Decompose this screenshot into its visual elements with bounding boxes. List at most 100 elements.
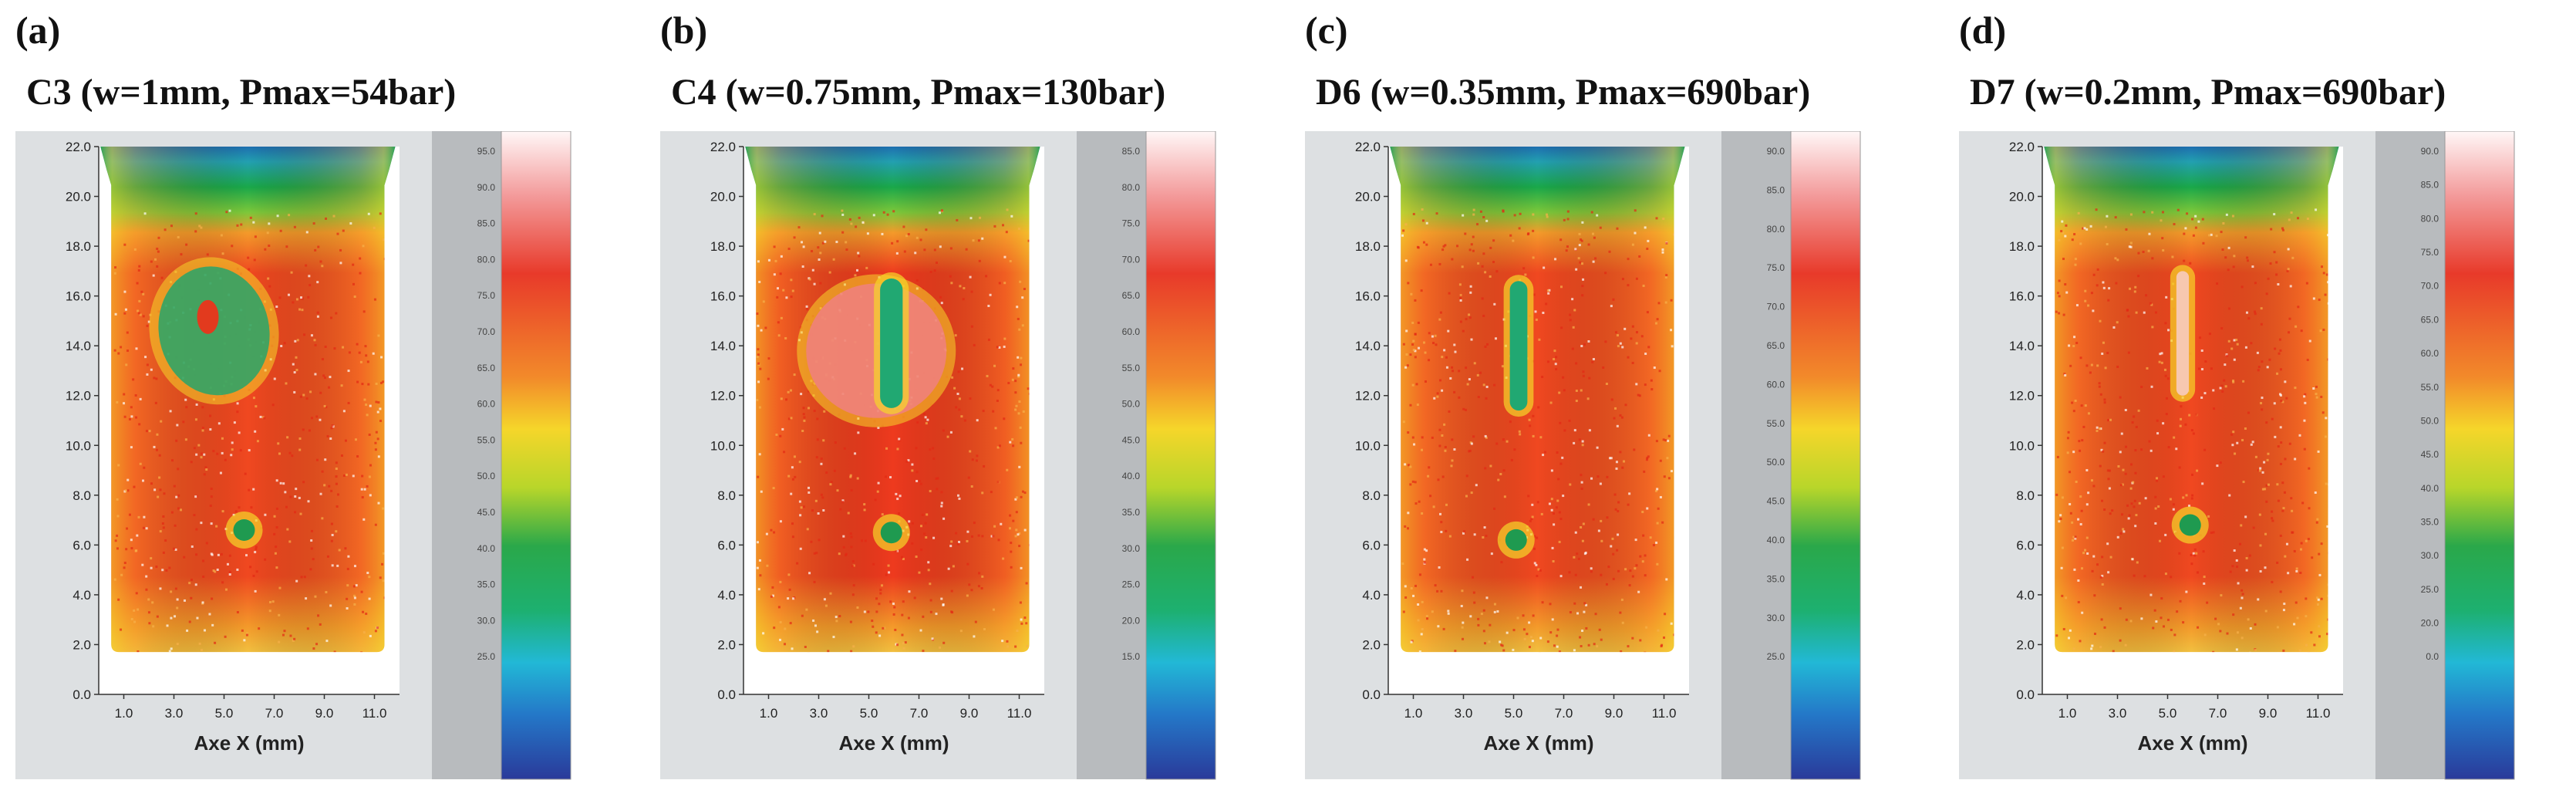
speckle-dot — [329, 604, 332, 607]
speckle-dot — [861, 221, 865, 224]
y-tick-label: 2.0 — [1362, 637, 1381, 652]
speckle-dot — [1022, 410, 1025, 413]
speckle-dot — [1437, 625, 1440, 628]
speckle-dot — [1581, 630, 1584, 633]
speckle-dot — [1421, 600, 1424, 603]
speckle-dot — [790, 295, 793, 299]
speckle-dot — [1616, 227, 1619, 230]
speckle-dot — [1461, 626, 1464, 629]
speckle-dot — [1580, 389, 1583, 392]
speckle-dot — [829, 592, 832, 595]
speckle-dot — [1023, 491, 1027, 495]
speckle-dot — [2148, 232, 2151, 235]
speckle-dot — [1667, 477, 1671, 480]
y-tick-label: 20.0 — [1355, 190, 1381, 204]
speckle-dot — [1421, 436, 1424, 439]
speckle-dot — [303, 333, 306, 336]
speckle-dot — [933, 248, 936, 252]
speckle-dot — [1528, 418, 1531, 421]
speckle-dot — [798, 461, 801, 464]
speckle-dot — [1558, 540, 1561, 543]
speckle-dot — [884, 475, 887, 478]
speckle-dot — [1644, 353, 1647, 356]
speckle-dot — [1592, 358, 1595, 361]
speckle-dot — [200, 456, 203, 459]
speckle-dot — [1591, 232, 1594, 235]
speckle-dot — [1425, 243, 1428, 246]
speckle-dot — [969, 450, 972, 453]
speckle-dot — [2077, 579, 2080, 582]
speckle-dot — [777, 606, 781, 609]
speckle-dot — [956, 218, 959, 221]
speckle-dot — [1617, 533, 1620, 536]
speckle-dot — [1436, 392, 1439, 395]
speckle-dot — [787, 248, 791, 251]
speckle-dot — [2143, 311, 2146, 314]
speckle-dot — [1468, 449, 1472, 452]
speckle-dot — [145, 575, 148, 578]
speckle-dot — [2069, 512, 2072, 515]
speckle-dot — [2119, 484, 2123, 487]
speckle-dot — [1555, 356, 1558, 359]
speckle-dot — [176, 424, 179, 427]
speckle-dot — [1010, 566, 1013, 569]
speckle-dot — [1016, 630, 1019, 633]
speckle-dot — [2058, 238, 2061, 241]
speckle-dot — [1003, 282, 1006, 285]
speckle-dot — [2077, 211, 2080, 214]
speckle-dot — [779, 520, 782, 523]
speckle-dot — [963, 287, 966, 290]
speckle-dot — [2235, 338, 2238, 341]
heatmap-chart-d: 0.02.04.06.08.010.012.014.016.018.020.02… — [1959, 131, 2515, 780]
speckle-dot — [302, 393, 305, 397]
speckle-dot — [221, 252, 224, 255]
speckle-dot — [791, 289, 794, 292]
speckle-dot — [1546, 360, 1549, 363]
speckle-dot — [925, 228, 928, 231]
speckle-dot — [782, 289, 785, 292]
speckle-dot — [1529, 519, 1532, 522]
speckle-dot — [273, 515, 276, 518]
speckle-dot — [113, 349, 116, 352]
speckle-dot — [156, 433, 159, 436]
speckle-dot — [785, 398, 788, 401]
speckle-dot — [1634, 567, 1637, 570]
speckle-dot — [1577, 257, 1580, 260]
speckle-dot — [2112, 326, 2116, 329]
speckle-dot — [293, 637, 296, 640]
speckle-dot — [883, 626, 886, 630]
speckle-dot — [987, 305, 990, 308]
speckle-dot — [1440, 521, 1443, 524]
speckle-dot — [117, 464, 120, 467]
speckle-dot — [210, 552, 213, 556]
speckle-dot — [2231, 214, 2234, 218]
speckle-dot — [2058, 520, 2061, 523]
speckle-dot — [1516, 616, 1519, 620]
y-tick-label: 18.0 — [66, 239, 91, 254]
speckle-dot — [808, 407, 811, 410]
speckle-dot — [813, 410, 816, 413]
speckle-dot — [1653, 366, 1656, 370]
slot-defect — [2176, 271, 2190, 396]
speckle-dot — [1536, 536, 1539, 539]
y-tick-label: 12.0 — [1355, 389, 1381, 404]
speckle-dot — [1594, 257, 1597, 260]
speckle-dot — [1493, 383, 1496, 387]
speckle-dot — [1568, 571, 1571, 574]
speckle-dot — [895, 492, 898, 495]
speckle-dot — [353, 596, 356, 599]
speckle-dot — [361, 383, 364, 386]
speckle-dot — [346, 584, 349, 587]
speckle-dot — [881, 513, 884, 516]
speckle-dot — [1631, 575, 1634, 578]
speckle-dot — [2116, 321, 2119, 324]
speckle-dot — [2109, 512, 2112, 515]
speckle-dot — [2254, 623, 2257, 626]
speckle-dot — [331, 424, 334, 427]
speckle-dot — [2106, 542, 2109, 545]
speckle-dot — [1440, 531, 1443, 534]
speckle-dot — [2279, 590, 2282, 593]
speckle-dot — [1402, 229, 1405, 232]
speckle-dot — [375, 431, 378, 434]
speckle-dot — [1472, 576, 1475, 579]
